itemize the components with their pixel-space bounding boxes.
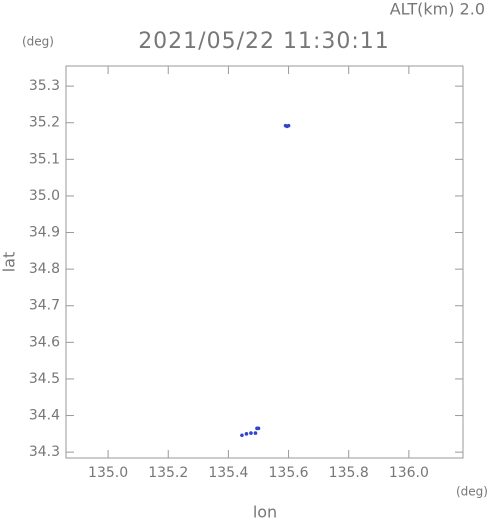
y-tick-label: 35.2 — [29, 115, 60, 131]
y-tick-label: 35.1 — [29, 151, 60, 167]
y-unit: (deg) — [22, 35, 54, 49]
y-tick-label: 34.9 — [29, 225, 60, 241]
point — [253, 431, 258, 435]
x-tick-label: 135.2 — [148, 465, 188, 481]
x-tick-label: 135.4 — [208, 465, 248, 481]
point — [249, 431, 253, 435]
y-tick-label: 34.8 — [29, 261, 60, 277]
point — [256, 426, 261, 431]
y-tick-label: 34.6 — [29, 334, 60, 350]
annotation: ALT(km) 2.0 — [390, 0, 485, 19]
x-unit: (deg) — [456, 485, 488, 499]
y-tick-label: 35.0 — [29, 188, 60, 204]
y-tick-label: 35.3 — [29, 78, 60, 94]
y-tick-label: 34.7 — [29, 298, 60, 314]
y-axis-label: lat — [0, 252, 19, 273]
x-axis-label: lon — [253, 503, 277, 521]
x-tick-label: 135.6 — [269, 465, 309, 481]
x-tick-label: 136.0 — [389, 465, 429, 481]
y-tick-label: 34.5 — [29, 371, 60, 387]
point — [244, 432, 249, 436]
chart-title: 2021/05/22 11:30:11 — [138, 29, 390, 54]
point — [286, 123, 291, 128]
x-tick-label: 135.8 — [329, 465, 369, 481]
y-tick-label: 34.3 — [29, 444, 60, 460]
plot-frame — [65, 65, 464, 459]
y-tick-label: 34.4 — [29, 408, 60, 424]
x-tick-label: 135.0 — [88, 465, 128, 481]
point — [240, 433, 244, 438]
